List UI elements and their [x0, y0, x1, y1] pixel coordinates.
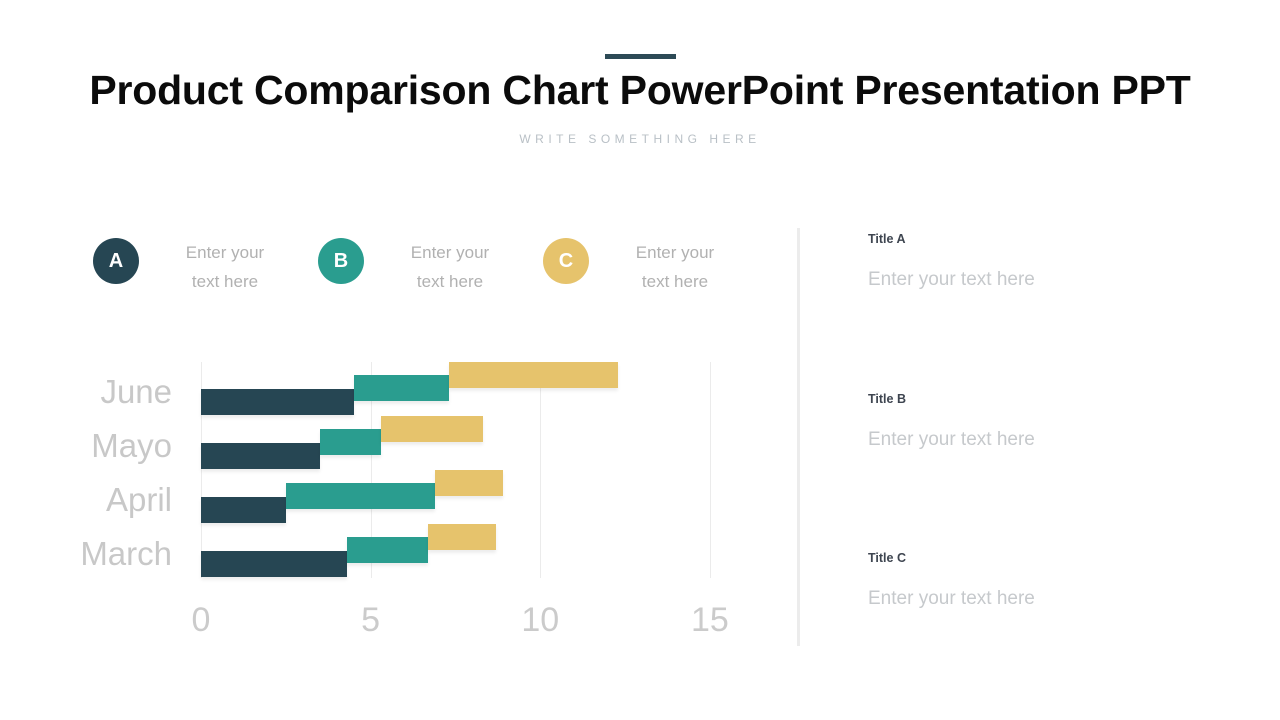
bar-segment-a-june[interactable] — [201, 389, 354, 415]
detail-section-b: Title B Enter your text here — [868, 392, 1035, 451]
legend-item-a[interactable]: A Enter your text here — [93, 238, 308, 300]
x-tick-0: 0 — [191, 601, 211, 639]
bar-segment-c-mayo[interactable] — [380, 416, 483, 442]
detail-section-title[interactable]: Title B — [868, 392, 906, 406]
legend-item-b[interactable]: B Enter your text here — [318, 238, 533, 300]
bar-segment-b-june[interactable] — [353, 375, 449, 401]
legend-item-label[interactable]: Enter your text here — [635, 243, 715, 291]
detail-section-c: Title C Enter your text here — [868, 551, 1035, 610]
gridline-x-0 — [201, 362, 202, 578]
bar-segment-b-april[interactable] — [285, 483, 436, 509]
bar-segment-b-mayo[interactable] — [319, 429, 381, 455]
detail-text-placeholder[interactable]: Enter your text here — [868, 588, 1035, 609]
legend-item-label[interactable]: Enter your text here — [410, 243, 490, 291]
category-label-march: March — [80, 535, 172, 572]
bar-segment-c-june[interactable] — [448, 362, 619, 388]
gridline-x-15 — [709, 362, 711, 578]
legend-badge-c[interactable]: C — [543, 238, 589, 284]
x-tick-5: 5 — [361, 601, 381, 639]
x-tick-15: 15 — [691, 601, 729, 639]
category-label-april: April — [105, 481, 172, 518]
legend-item-c[interactable]: C Enter your text here — [543, 238, 758, 300]
x-tick-10: 10 — [521, 601, 560, 639]
gridline-x-5 — [370, 362, 372, 578]
legend-badge-b[interactable]: B — [318, 238, 364, 284]
bar-segment-a-march[interactable] — [201, 551, 347, 577]
vertical-divider — [797, 228, 800, 646]
bar-segment-c-march[interactable] — [428, 524, 497, 550]
bar-segment-a-april[interactable] — [201, 497, 286, 523]
bar-segment-a-mayo[interactable] — [201, 443, 320, 469]
detail-text-placeholder[interactable]: Enter your text here — [868, 269, 1035, 290]
detail-section-a: Title A Enter your text here — [868, 232, 1035, 291]
legend-badge-a[interactable]: A — [93, 238, 139, 284]
bar-segment-b-march[interactable] — [346, 537, 429, 563]
accent-dash — [605, 54, 676, 59]
slide-title[interactable]: Product Comparison Chart PowerPoint Pres… — [89, 67, 1191, 113]
slide-subtitle[interactable]: WRITE SOMETHING HERE — [519, 132, 761, 146]
bar-segment-c-april[interactable] — [435, 470, 503, 496]
detail-section-title[interactable]: Title A — [868, 232, 906, 246]
gridline-x-10 — [540, 362, 542, 578]
category-label-mayo: Mayo — [91, 427, 172, 464]
detail-text-placeholder[interactable]: Enter your text here — [868, 429, 1035, 450]
legend-item-label[interactable]: Enter your text here — [185, 243, 265, 291]
detail-section-title[interactable]: Title C — [868, 551, 906, 565]
category-label-june: June — [100, 373, 172, 410]
